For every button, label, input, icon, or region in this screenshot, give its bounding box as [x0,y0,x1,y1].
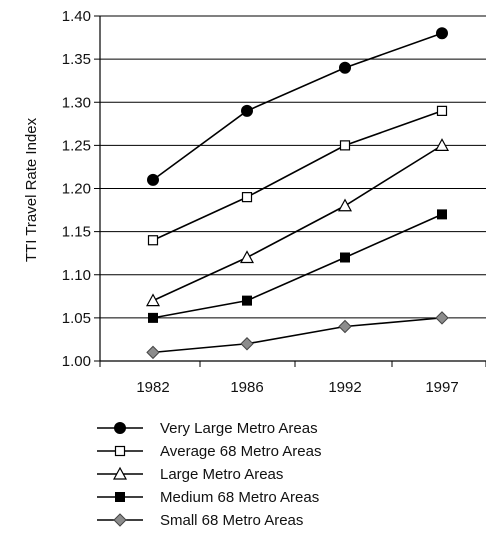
legend-label: Small 68 Metro Areas [160,512,303,529]
data-point [339,61,351,74]
data-point [147,173,159,186]
data-point [340,252,350,263]
data-point [338,319,352,334]
data-point [239,250,255,264]
y-tick-label: 1.05 [62,310,91,327]
data-point [434,138,450,151]
legend-item: Very Large Metro Areas [97,420,318,437]
y-tick-label: 1.35 [62,51,91,68]
y-tick-label: 1.10 [62,267,91,284]
data-point [241,192,253,203]
x-tick-label: 1992 [328,379,361,396]
y-axis-label: TTI Travel Rate Index [23,117,40,262]
legend-label: Large Metro Areas [160,466,283,483]
series-line [152,144,443,302]
y-tick-label: 1.30 [62,94,91,111]
y-tick-label: 1.00 [62,353,91,370]
data-point [436,27,448,40]
y-tick-label: 1.20 [62,181,91,198]
legend: Very Large Metro Areas Average 68 Metro A… [97,420,321,529]
legend-marker [112,466,128,480]
series-line [152,32,443,181]
y-tick-label: 1.15 [62,224,91,241]
data-point [241,104,253,117]
legend-marker [113,513,127,527]
y-tick-label: 1.25 [62,137,91,154]
x-tick-label: 1986 [230,379,263,396]
data-point [339,140,351,151]
legend-item: Medium 68 Metro Areas [97,489,319,506]
series-0 [147,27,448,186]
data-point [437,209,447,220]
data-point [146,345,160,360]
data-point [145,293,161,307]
series-line [152,110,443,241]
legend-marker [114,445,126,457]
legend-marker [114,422,126,434]
series-group [145,27,450,360]
legend-label: Very Large Metro Areas [160,420,318,437]
data-point [148,312,158,323]
legend-marker [115,492,125,502]
series-1 [147,105,448,246]
x-tick-label: 1982 [136,379,169,396]
data-point [147,235,159,246]
legend-label: Medium 68 Metro Areas [160,489,319,506]
legend-item: Large Metro Areas [97,466,283,483]
series-4 [146,311,449,360]
legend-item: Small 68 Metro Areas [97,512,303,529]
data-point [337,198,353,212]
data-point [436,105,448,116]
data-point [242,295,252,306]
data-point [435,311,449,325]
data-point [240,337,254,351]
legend-item: Average 68 Metro Areas [97,443,321,460]
y-tick-label: 1.40 [62,8,91,25]
series-line [152,213,443,319]
axes [94,15,486,367]
x-tick-label: 1997 [425,379,458,396]
series-3 [148,209,447,323]
legend-label: Average 68 Metro Areas [160,443,321,460]
series-2 [145,138,450,307]
series-line [152,317,443,354]
tick-labels: 1.00 1.05 1.10 1.15 1.20 1.25 1.30 1.35 1.40 1982… [62,8,459,396]
